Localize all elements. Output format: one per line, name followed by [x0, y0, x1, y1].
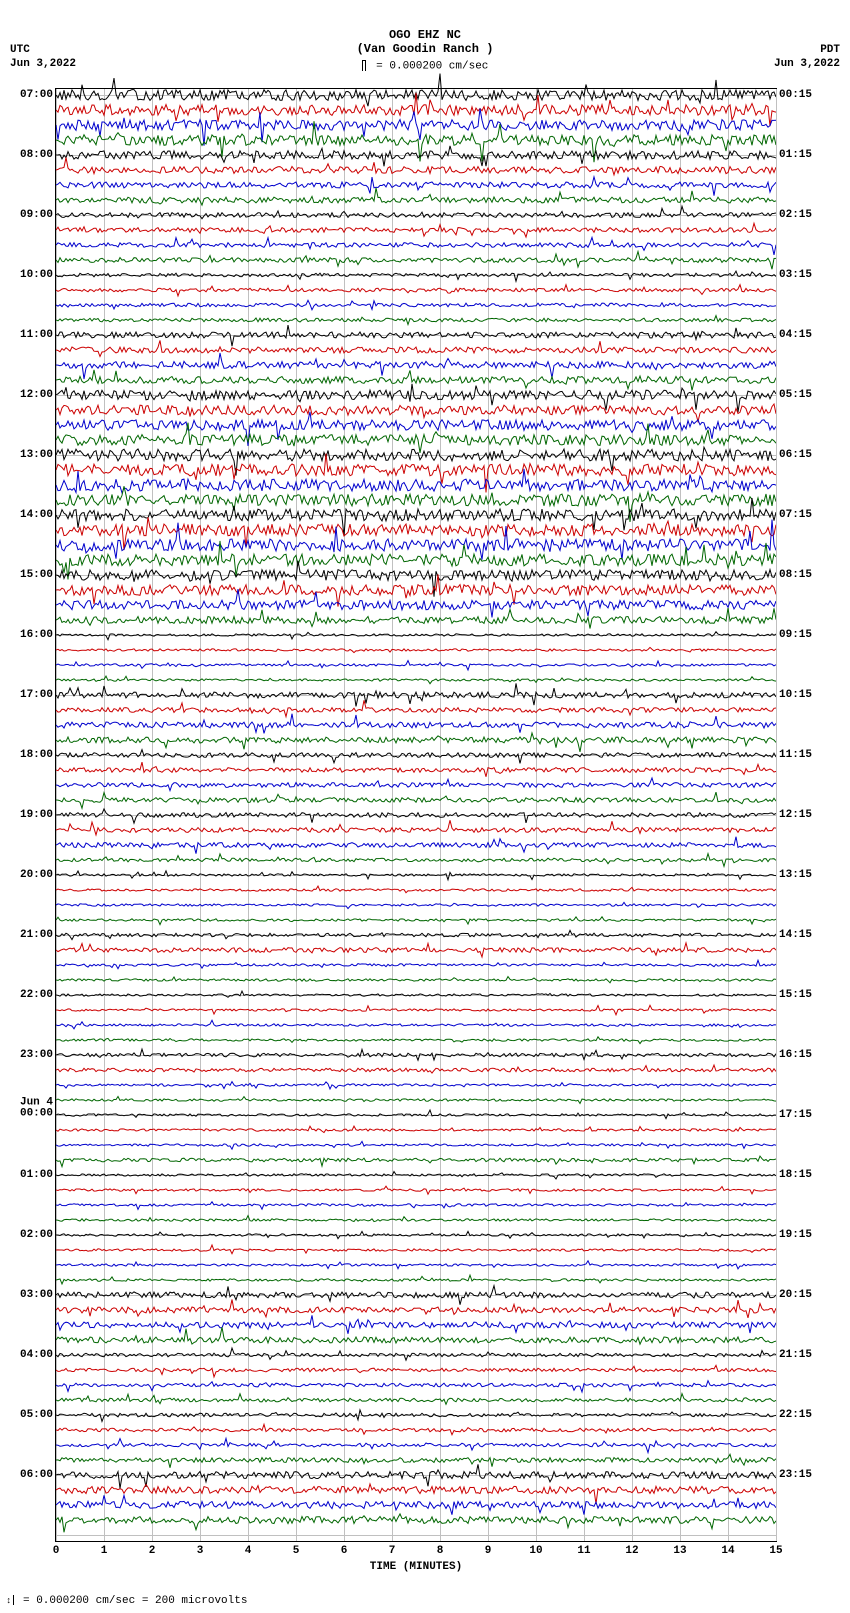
- grid-vertical: [776, 89, 777, 1541]
- station-subtitle: (Van Goodin Ranch ): [0, 42, 850, 56]
- x-tick-label: 13: [673, 1545, 686, 1557]
- date-right: Jun 3,2022: [774, 58, 840, 70]
- x-tick-label: 14: [721, 1545, 734, 1557]
- utc-time-label: 19:00: [20, 809, 53, 821]
- utc-time-label: 15:00: [20, 569, 53, 581]
- utc-time-label: 08:00: [20, 149, 53, 161]
- pdt-time-label: 01:15: [779, 149, 812, 161]
- utc-time-label: 07:00: [20, 89, 53, 101]
- utc-time-label: 21:00: [20, 929, 53, 941]
- pdt-time-label: 22:15: [779, 1409, 812, 1421]
- pdt-time-label: 11:15: [779, 749, 812, 761]
- pdt-time-label: 12:15: [779, 809, 812, 821]
- pdt-time-label: 21:15: [779, 1349, 812, 1361]
- utc-time-label: 01:00: [20, 1169, 53, 1181]
- utc-time-label: 02:00: [20, 1229, 53, 1241]
- x-tick-label: 8: [437, 1545, 444, 1557]
- seismogram-container: OGO EHZ NC (Van Goodin Ranch ) = 0.00020…: [0, 0, 850, 1613]
- x-tick-label: 0: [53, 1545, 60, 1557]
- seismic-trace: [56, 1520, 776, 1544]
- utc-time-label: Jun 400:00: [20, 1097, 53, 1119]
- pdt-time-label: 03:15: [779, 269, 812, 281]
- pdt-time-label: 18:15: [779, 1169, 812, 1181]
- pdt-time-label: 23:15: [779, 1469, 812, 1481]
- pdt-time-label: 10:15: [779, 689, 812, 701]
- pdt-time-label: 17:15: [779, 1109, 812, 1121]
- footer-text: = 0.000200 cm/sec = 200 microvolts: [16, 1595, 247, 1607]
- pdt-time-label: 02:15: [779, 209, 812, 221]
- x-tick-label: 6: [341, 1545, 348, 1557]
- pdt-time-label: 06:15: [779, 449, 812, 461]
- utc-time-label: 22:00: [20, 989, 53, 1001]
- pdt-time-label: 05:15: [779, 389, 812, 401]
- pdt-time-label: 08:15: [779, 569, 812, 581]
- utc-time-label: 04:00: [20, 1349, 53, 1361]
- x-tick-label: 11: [577, 1545, 590, 1557]
- x-tick-label: 15: [769, 1545, 782, 1557]
- utc-time-label: 09:00: [20, 209, 53, 221]
- timezone-right: PDT: [820, 44, 840, 56]
- x-tick-label: 2: [149, 1545, 156, 1557]
- footer-bar-icon: [13, 1595, 14, 1605]
- utc-time-label: 17:00: [20, 689, 53, 701]
- x-tick-label: 1: [101, 1545, 108, 1557]
- utc-time-label: 14:00: [20, 509, 53, 521]
- utc-time-label: 03:00: [20, 1289, 53, 1301]
- pdt-time-label: 19:15: [779, 1229, 812, 1241]
- utc-time-label: 12:00: [20, 389, 53, 401]
- x-axis-title: TIME (MINUTES): [370, 1561, 462, 1573]
- x-tick-label: 10: [529, 1545, 542, 1557]
- x-tick-label: 3: [197, 1545, 204, 1557]
- pdt-time-label: 16:15: [779, 1049, 812, 1061]
- plot-area: TIME (MINUTES) 012345678910111213141507:…: [55, 88, 777, 1542]
- pdt-time-label: 07:15: [779, 509, 812, 521]
- station-title: OGO EHZ NC: [0, 0, 850, 42]
- x-tick-label: 4: [245, 1545, 252, 1557]
- pdt-time-label: 04:15: [779, 329, 812, 341]
- utc-time-label: 11:00: [20, 329, 53, 341]
- utc-time-label: 10:00: [20, 269, 53, 281]
- utc-time-label: 20:00: [20, 869, 53, 881]
- pdt-time-label: 14:15: [779, 929, 812, 941]
- x-tick-label: 12: [625, 1545, 638, 1557]
- footer-tick-icon: ↕: [6, 1596, 11, 1606]
- utc-time-label: 23:00: [20, 1049, 53, 1061]
- timezone-left: UTC: [10, 44, 30, 56]
- utc-time-label: 13:00: [20, 449, 53, 461]
- x-tick-label: 7: [389, 1545, 396, 1557]
- pdt-time-label: 13:15: [779, 869, 812, 881]
- utc-time-label: 06:00: [20, 1469, 53, 1481]
- utc-time-label: 05:00: [20, 1409, 53, 1421]
- pdt-time-label: 09:15: [779, 629, 812, 641]
- x-tick-label: 9: [485, 1545, 492, 1557]
- utc-time-label: 18:00: [20, 749, 53, 761]
- footer-scale: ↕ = 0.000200 cm/sec = 200 microvolts: [6, 1595, 247, 1607]
- pdt-time-label: 15:15: [779, 989, 812, 1001]
- pdt-time-label: 20:15: [779, 1289, 812, 1301]
- pdt-time-label: 00:15: [779, 89, 812, 101]
- x-tick-label: 5: [293, 1545, 300, 1557]
- utc-time-label: 16:00: [20, 629, 53, 641]
